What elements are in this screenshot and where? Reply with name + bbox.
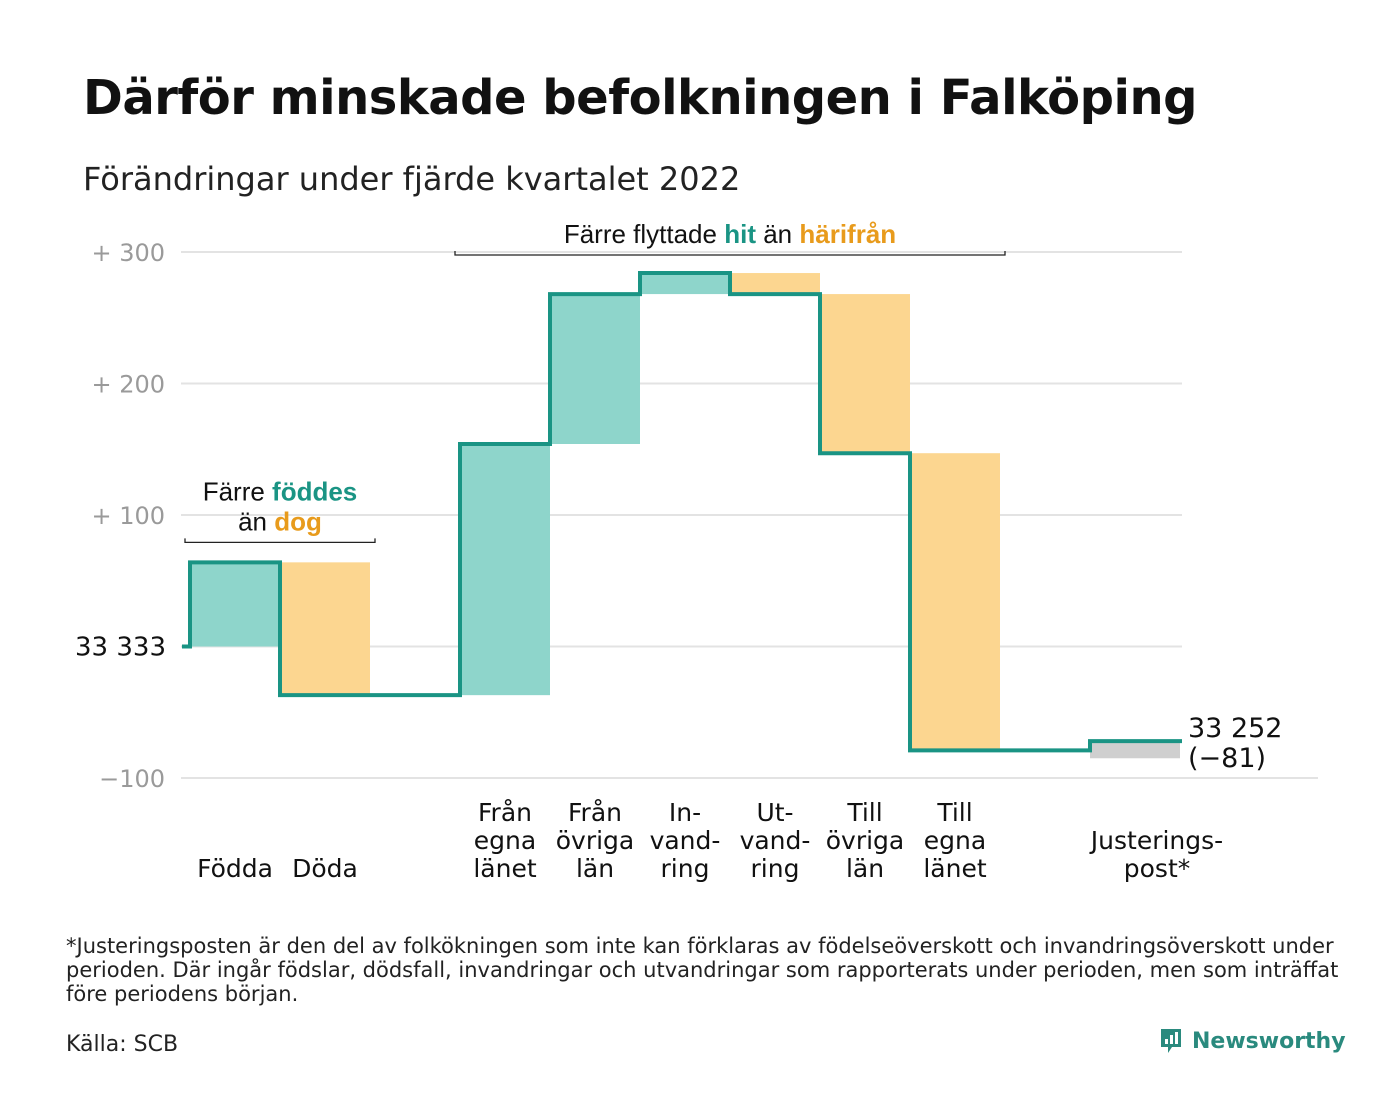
category-label: Från xyxy=(478,798,532,827)
category-label: Justerings- xyxy=(1089,826,1223,855)
baseline-label: 33 333 xyxy=(75,633,166,663)
annotation-part: än xyxy=(756,219,799,249)
category-label: egna xyxy=(474,826,536,855)
category-label: Födda xyxy=(197,854,273,883)
category-label: vand- xyxy=(740,826,811,855)
footnote: *Justeringsposten är den del av folkökni… xyxy=(66,934,1339,1006)
y-tick-label: + 300 xyxy=(91,239,165,267)
annotation-part: härifrån xyxy=(799,219,896,249)
annotation-part: än xyxy=(238,506,274,536)
bar-tillövrigalän xyxy=(820,294,910,454)
category-label: länet xyxy=(923,854,986,883)
annotation-part: föddes xyxy=(272,476,357,506)
chart-title: Därför minskade befolkningen i Falköping xyxy=(83,70,1197,126)
bar-frånövrigalän xyxy=(550,294,640,444)
category-label: post* xyxy=(1124,854,1191,883)
category-label: In- xyxy=(669,798,701,827)
annotation-text: Färre flyttade hit än härifrån xyxy=(564,219,896,249)
bar-frånegnalänet xyxy=(460,443,550,696)
category-label: Till xyxy=(846,798,882,827)
bar-tillegnalänet xyxy=(910,453,1000,751)
annotation-text: Färre föddes xyxy=(203,476,358,506)
chart-subtitle: Förändringar under fjärde kvartalet 2022 xyxy=(83,160,741,198)
category-label: Till xyxy=(936,798,972,827)
category-label: län xyxy=(846,854,884,883)
y-tick-label: −100 xyxy=(99,765,165,793)
newsworthy-logo-icon xyxy=(1161,1029,1181,1053)
annotation-text: än dog xyxy=(238,506,322,536)
category-label: ring xyxy=(661,854,710,883)
category-label: övriga xyxy=(556,826,635,855)
category-label: län xyxy=(576,854,614,883)
annotation-part: Färre flyttade xyxy=(564,219,724,249)
brand-name: Newsworthy xyxy=(1192,1028,1346,1054)
source-label: Källa: SCB xyxy=(66,1032,179,1057)
end-change-label: (−81) xyxy=(1188,743,1266,774)
annotation-part: hit xyxy=(724,219,756,249)
category-label: ring xyxy=(751,854,800,883)
y-tick-label: + 100 xyxy=(91,502,165,530)
bar-födda xyxy=(190,562,280,647)
annotation-part: dog xyxy=(274,506,322,536)
bar-döda xyxy=(280,562,370,696)
annotation-part: Färre xyxy=(203,476,272,506)
category-label: Döda xyxy=(292,854,358,883)
category-label: övriga xyxy=(826,826,905,855)
annotation-bracket xyxy=(184,538,376,543)
cumulative-step-line xyxy=(182,271,1182,753)
category-label: Ut- xyxy=(756,798,793,827)
category-label: vand- xyxy=(650,826,721,855)
category-label: egna xyxy=(924,826,986,855)
y-tick-label: + 200 xyxy=(91,371,165,399)
bar-utvandring xyxy=(730,273,820,295)
category-label: länet xyxy=(473,854,536,883)
end-value-label: 33 252 xyxy=(1188,713,1282,744)
bar-invandring xyxy=(640,273,730,295)
category-label: Från xyxy=(568,798,622,827)
annotation-bracket xyxy=(454,251,1006,256)
bar-justeringspost xyxy=(1090,741,1180,759)
brand-logo: Newsworthy xyxy=(1158,1026,1346,1056)
